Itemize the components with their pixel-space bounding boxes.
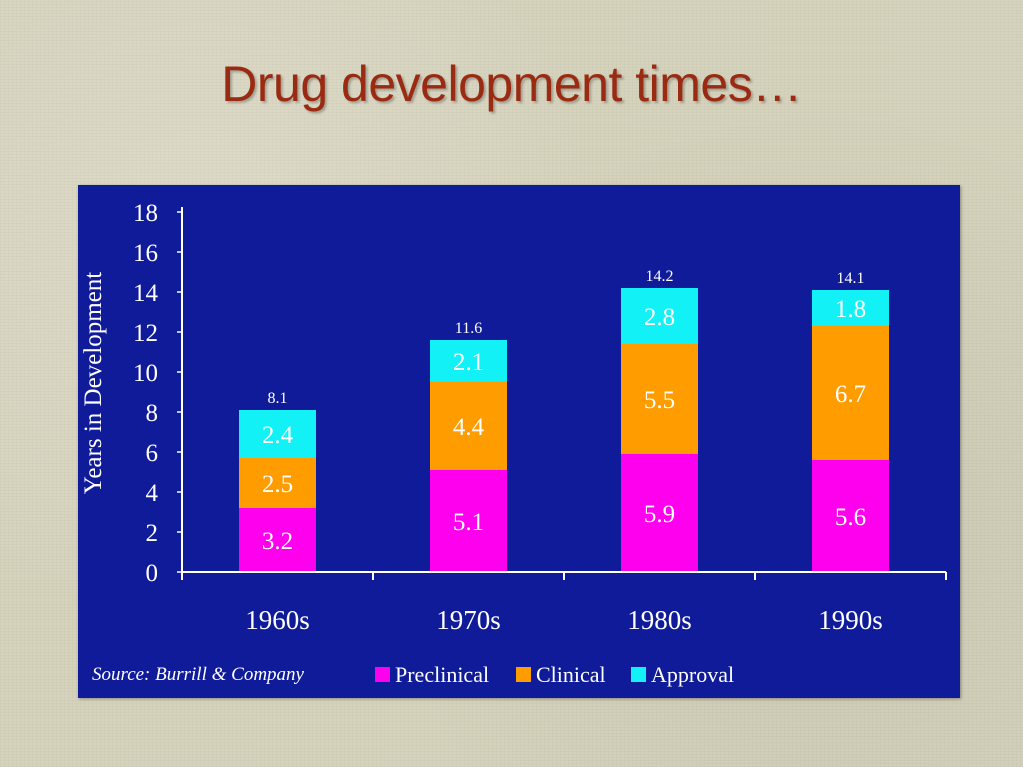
y-tick-label: 0 [146, 560, 159, 587]
data-label-clinical-1990s: 6.7 [835, 381, 866, 408]
y-tick-label: 10 [133, 360, 158, 387]
bar-clinical-1990s [812, 326, 889, 460]
y-tick-label: 6 [146, 440, 159, 467]
bar-approval-1990s [812, 290, 889, 326]
y-tick-label: 2 [146, 520, 159, 547]
stacked-bar-chart: 3.2 2.5 2.4 8.1 5.1 4.4 2.1 11.6 5.9 5.5 2.8 14.2 5.… [80, 200, 947, 687]
x-tick-label-1990s: 1990s [818, 605, 883, 635]
y-tick-label: 18 [133, 200, 158, 227]
legend-swatch-approval [631, 667, 646, 682]
bar-preclinical-1990s [812, 460, 889, 572]
bar-clinical-1970s [430, 382, 507, 470]
data-label-preclinical-1960s: 3.2 [262, 528, 293, 555]
data-label-approval-1980s: 2.8 [644, 304, 675, 331]
total-label-1980s: 14.2 [646, 268, 674, 285]
y-tick-label: 8 [146, 400, 159, 427]
x-tick-label-1960s: 1960s [245, 605, 310, 635]
legend-swatch-preclinical [375, 667, 390, 682]
bar-approval-1980s [621, 288, 698, 344]
y-tick-label: 4 [146, 480, 159, 507]
bars-group: 3.2 2.5 2.4 8.1 5.1 4.4 2.1 11.6 5.9 5.5 2.8 14.2 5.… [239, 268, 889, 572]
total-label-1970s: 11.6 [455, 320, 482, 337]
data-label-preclinical-1980s: 5.9 [644, 501, 675, 528]
y-tick-label: 14 [133, 280, 159, 307]
chart-panel: 3.2 2.5 2.4 8.1 5.1 4.4 2.1 11.6 5.9 5.5 2.8 14.2 5.… [78, 185, 960, 698]
data-label-clinical-1960s: 2.5 [262, 471, 293, 498]
legend: Preclinical Clinical Approval [375, 662, 734, 687]
axes-group [181, 207, 947, 580]
total-label-1960s: 8.1 [268, 390, 288, 407]
data-label-clinical-1970s: 4.4 [453, 414, 485, 441]
x-tick-label-1980s: 1980s [627, 605, 692, 635]
x-ticks-group: 1960s 1970s 1980s 1990s [245, 605, 883, 635]
data-label-clinical-1980s: 5.5 [644, 387, 675, 414]
source-note: Source: Burrill & Company [92, 664, 305, 685]
bar-approval-1960s [239, 410, 316, 458]
legend-swatch-clinical [516, 667, 531, 682]
bar-approval-1970s [430, 340, 507, 382]
data-label-approval-1990s: 1.8 [835, 296, 866, 323]
bar-preclinical-1970s [430, 470, 507, 572]
legend-label-clinical: Clinical [536, 662, 606, 687]
data-label-preclinical-1970s: 5.1 [453, 509, 484, 536]
bar-clinical-1960s [239, 458, 316, 508]
data-label-approval-1960s: 2.4 [262, 422, 294, 449]
x-tick-label-1970s: 1970s [436, 605, 501, 635]
slide-title: Drug development times… [221, 56, 802, 112]
data-label-preclinical-1990s: 5.6 [835, 504, 866, 531]
y-axis-label: Years in Development [80, 272, 107, 494]
bar-preclinical-1980s [621, 454, 698, 572]
y-ticks-group: 0 2 4 6 8 10 12 14 16 18 [133, 200, 182, 587]
bar-preclinical-1960s [239, 508, 316, 572]
legend-label-approval: Approval [651, 662, 734, 687]
data-label-approval-1970s: 2.1 [453, 349, 484, 376]
y-tick-label: 16 [133, 240, 158, 267]
total-label-1990s: 14.1 [837, 270, 865, 287]
bar-clinical-1980s [621, 344, 698, 454]
legend-label-preclinical: Preclinical [395, 662, 489, 687]
y-tick-label: 12 [133, 320, 158, 347]
